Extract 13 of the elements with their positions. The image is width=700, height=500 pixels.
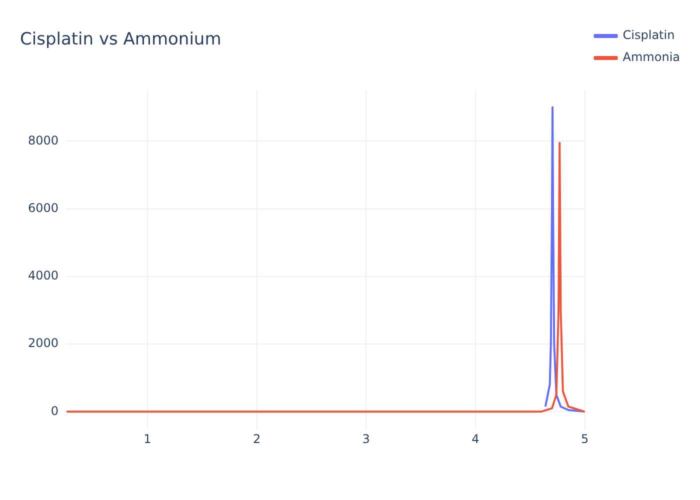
x-tick-label: 1	[144, 432, 152, 446]
y-tick-label: 6000	[28, 200, 59, 215]
chart-title: Cisplatin vs Ammonium	[20, 30, 222, 50]
y-tick-label: 8000	[28, 133, 59, 148]
x-tick-label: 4	[472, 432, 480, 446]
y-tick-label: 4000	[28, 268, 59, 283]
x-tick-label: 2	[252, 432, 261, 446]
x-tick-label: 5	[580, 432, 589, 446]
legend-label: Cisplatin	[622, 28, 675, 42]
x-tick-label: 3	[362, 432, 370, 446]
legend-label: Ammonia	[622, 50, 680, 64]
y-tick-label: 0	[50, 404, 59, 418]
y-tick-label: 2000	[28, 336, 59, 350]
